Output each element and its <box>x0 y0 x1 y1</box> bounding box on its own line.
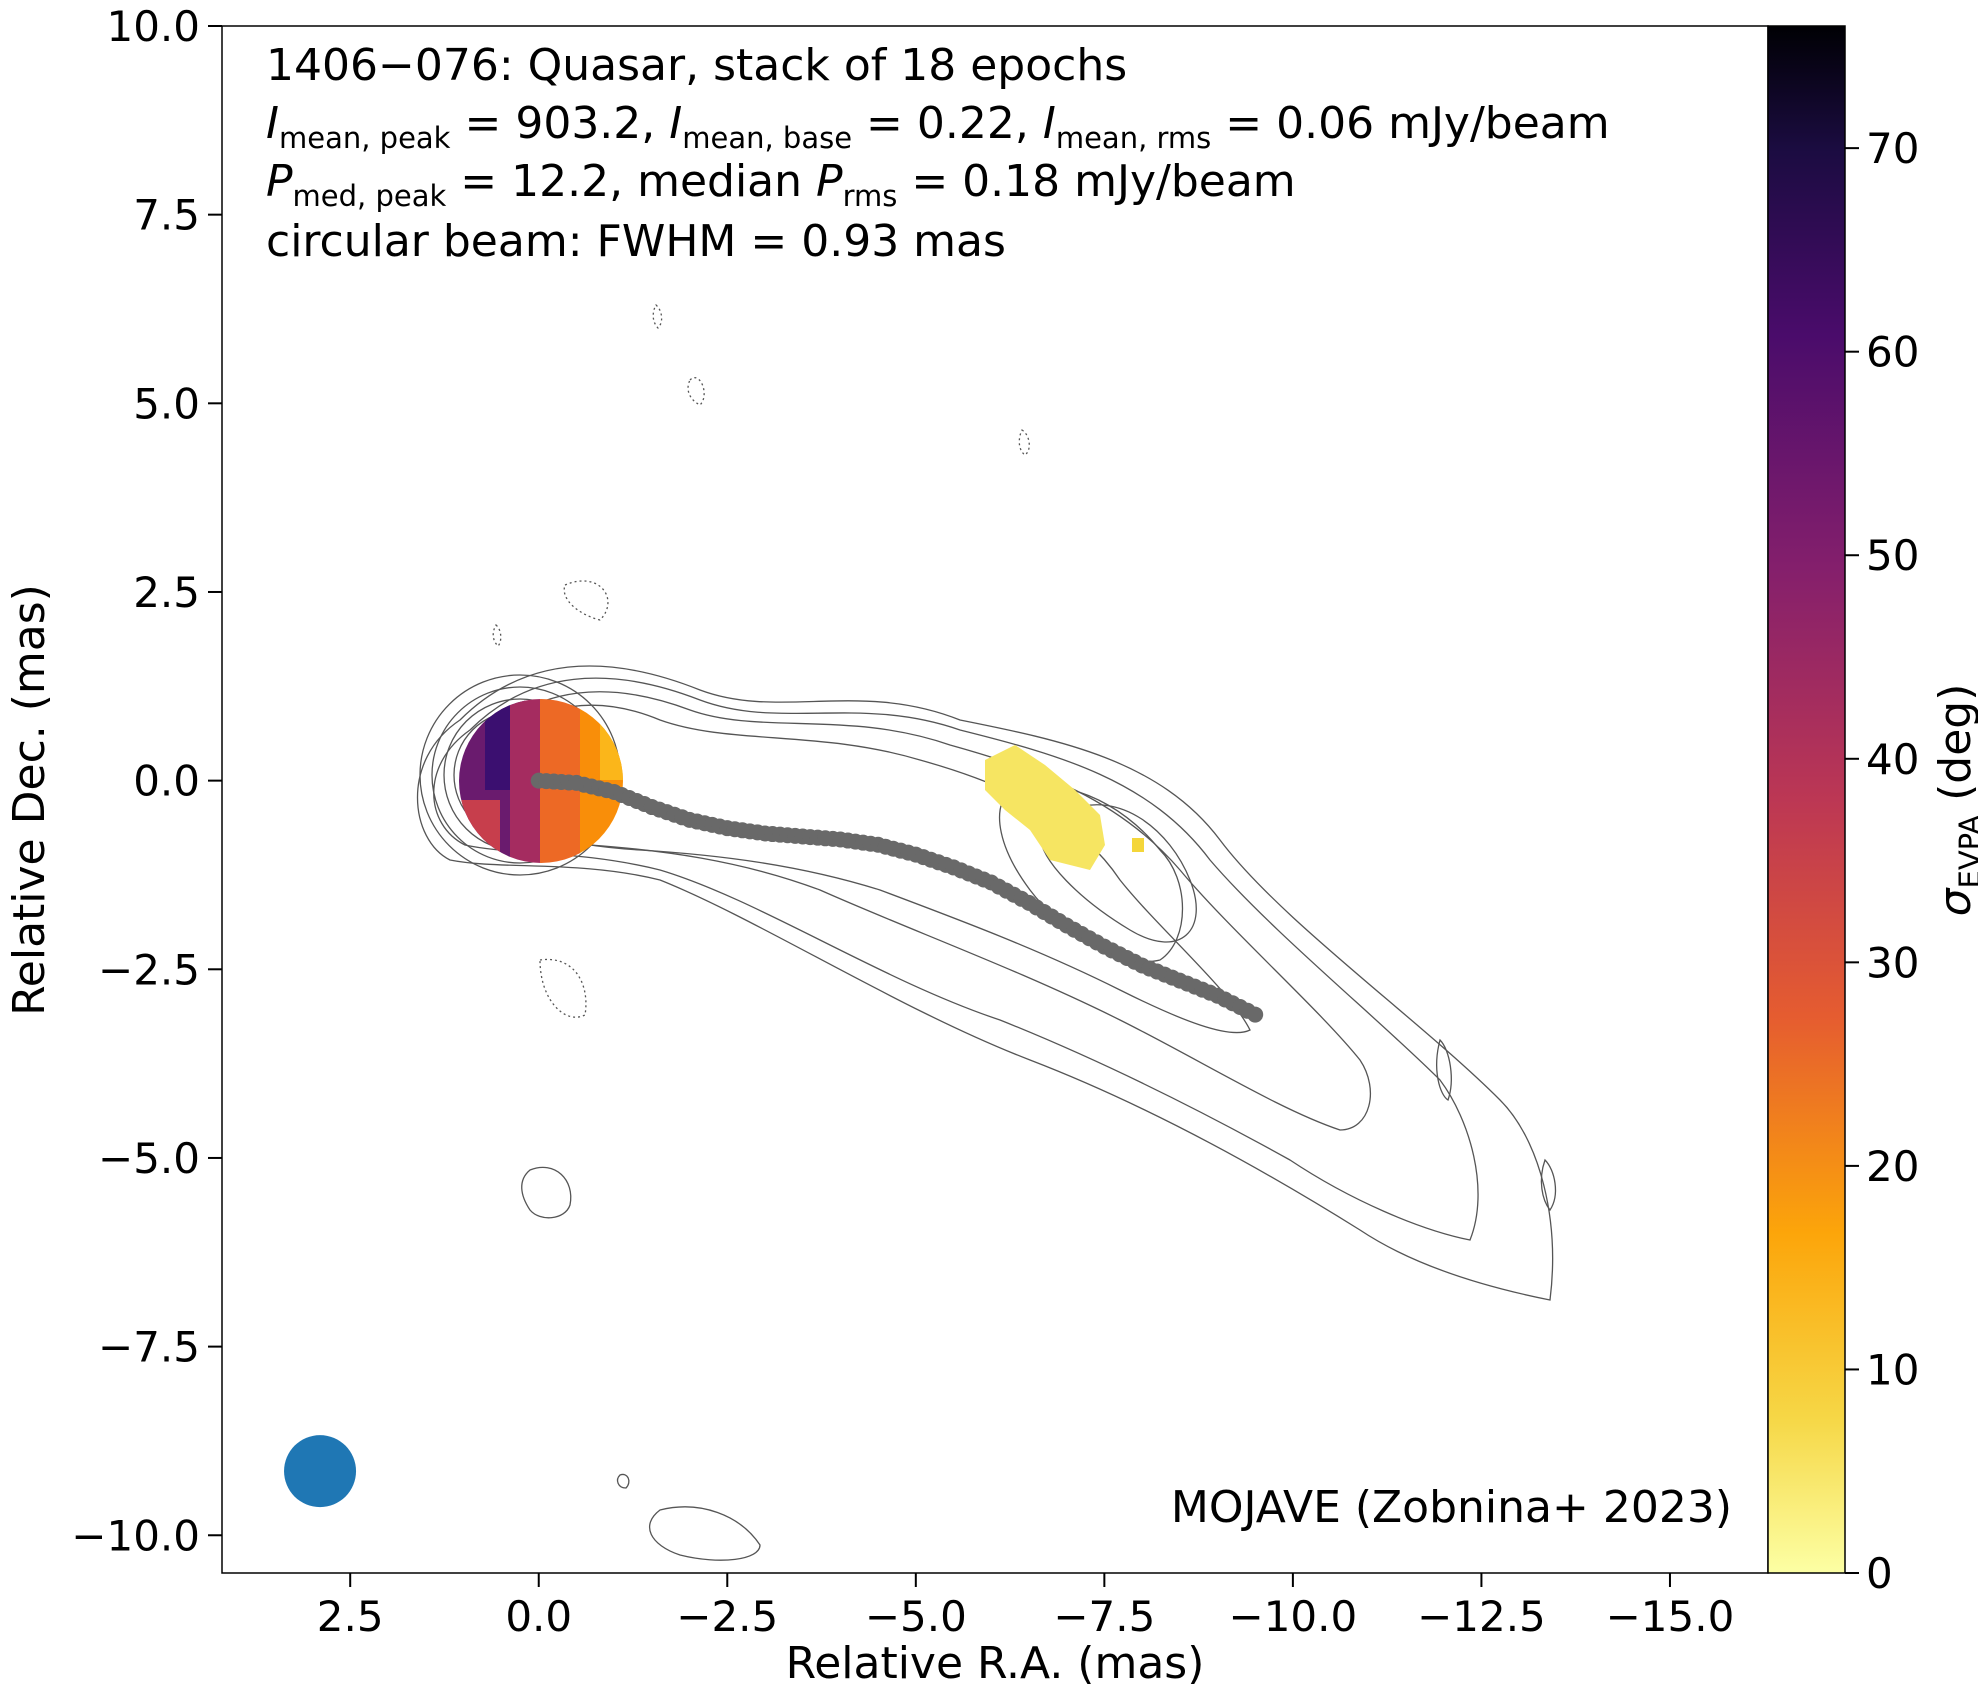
y-tick-label: 7.5 <box>133 191 200 240</box>
colorbar-tick-label: 10 <box>1866 1345 1919 1394</box>
x-tick-label: −15.0 <box>1606 1592 1735 1641</box>
plot-area: 1406−076: Quasar, stack of 18 epochs Ime… <box>266 40 1732 1561</box>
x-tick-label: −7.5 <box>1053 1592 1155 1641</box>
y-tick-label: 2.5 <box>133 568 200 617</box>
x-tick-label: −10.0 <box>1229 1592 1358 1641</box>
intensity-contours <box>417 304 1557 1561</box>
colorbar <box>1767 25 1846 1574</box>
beam-ellipse <box>284 1435 357 1508</box>
colorbar-tick-label: 70 <box>1866 124 1919 173</box>
y-tick-label: −7.5 <box>98 1323 200 1372</box>
x-tick-label: 2.5 <box>317 1592 384 1641</box>
ridge-point <box>1247 1006 1264 1023</box>
colorbar-tick-label: 20 <box>1866 1142 1919 1191</box>
x-tick-label: −5.0 <box>865 1592 967 1641</box>
evpa-heatmap-jet <box>985 745 1144 870</box>
y-tick-label: −5.0 <box>98 1134 200 1183</box>
x-axis-label: Relative R.A. (mas) <box>786 1638 1205 1689</box>
info-block: 1406−076: Quasar, stack of 18 epochs Ime… <box>266 40 1610 267</box>
y-axis-ticks: 10.0 7.5 5.0 2.5 0.0 −2.5 −5.0 −7.5 −10.0 <box>71 2 222 1560</box>
x-axis-ticks: 2.5 0.0 −2.5 −5.0 −7.5 −10.0 −12.5 −15.0 <box>317 1573 1735 1641</box>
y-tick-label: −10.0 <box>71 1511 200 1560</box>
colorbar-tick-label: 50 <box>1866 531 1919 580</box>
y-tick-label: 0.0 <box>133 757 200 806</box>
y-tick-label: 10.0 <box>106 2 200 51</box>
x-tick-label: 0.0 <box>505 1592 572 1641</box>
y-tick-label: 5.0 <box>133 379 200 428</box>
colorbar-tick-label: 40 <box>1866 735 1919 784</box>
info-line-2: Imean, peak = 903.2, Imean, base = 0.22,… <box>266 98 1610 155</box>
info-line-4: circular beam: FWHM = 0.93 mas <box>266 216 1006 267</box>
colorbar-label: σEVPA (deg) <box>1930 684 1978 917</box>
x-tick-label: −12.5 <box>1417 1592 1546 1641</box>
y-axis-label: Relative Dec. (mas) <box>4 584 55 1016</box>
colorbar-ticks: 0 10 20 30 40 50 60 70 <box>1845 124 1919 1598</box>
info-line-3: Pmed, peak = 12.2, median Prms = 0.18 mJ… <box>266 156 1296 213</box>
x-tick-label: −2.5 <box>676 1592 778 1641</box>
colorbar-tick-label: 0 <box>1866 1549 1893 1598</box>
colorbar-tick-label: 60 <box>1866 328 1919 377</box>
credit-text: MOJAVE (Zobnina+ 2023) <box>1171 1482 1732 1533</box>
colorbar-tick-label: 30 <box>1866 938 1919 987</box>
jet-ridgeline <box>530 772 1264 1023</box>
info-line-1: 1406−076: Quasar, stack of 18 epochs <box>266 40 1127 91</box>
y-tick-label: −2.5 <box>98 945 200 994</box>
